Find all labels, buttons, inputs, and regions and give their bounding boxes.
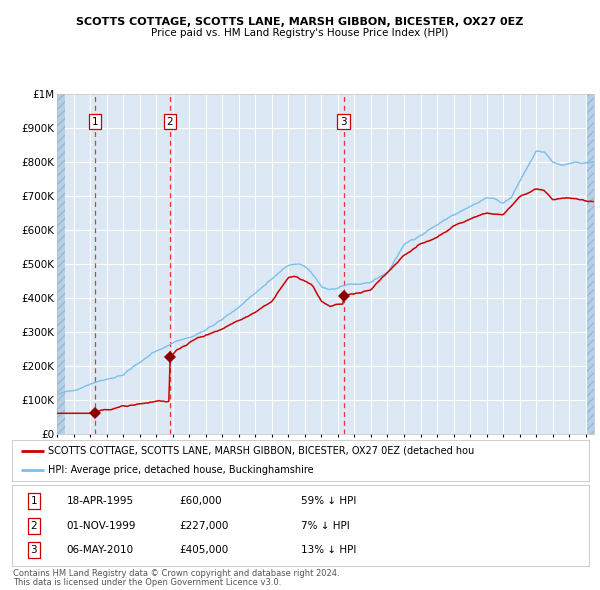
Text: 7% ↓ HPI: 7% ↓ HPI bbox=[301, 521, 349, 530]
Text: Contains HM Land Registry data © Crown copyright and database right 2024.: Contains HM Land Registry data © Crown c… bbox=[13, 569, 340, 578]
Text: Price paid vs. HM Land Registry's House Price Index (HPI): Price paid vs. HM Land Registry's House … bbox=[151, 28, 449, 38]
Text: 13% ↓ HPI: 13% ↓ HPI bbox=[301, 545, 356, 555]
Text: SCOTTS COTTAGE, SCOTTS LANE, MARSH GIBBON, BICESTER, OX27 0EZ (detached hou: SCOTTS COTTAGE, SCOTTS LANE, MARSH GIBBO… bbox=[48, 445, 474, 455]
Text: HPI: Average price, detached house, Buckinghamshire: HPI: Average price, detached house, Buck… bbox=[48, 465, 313, 475]
Text: £405,000: £405,000 bbox=[179, 545, 229, 555]
Text: 06-MAY-2010: 06-MAY-2010 bbox=[67, 545, 134, 555]
Text: 1: 1 bbox=[31, 496, 37, 506]
Text: This data is licensed under the Open Government Licence v3.0.: This data is licensed under the Open Gov… bbox=[13, 578, 281, 587]
Text: £227,000: £227,000 bbox=[179, 521, 229, 530]
Text: 2: 2 bbox=[31, 521, 37, 530]
Text: 3: 3 bbox=[31, 545, 37, 555]
Text: 2: 2 bbox=[167, 117, 173, 126]
Bar bbox=[587, 94, 594, 434]
Text: SCOTTS COTTAGE, SCOTTS LANE, MARSH GIBBON, BICESTER, OX27 0EZ: SCOTTS COTTAGE, SCOTTS LANE, MARSH GIBBO… bbox=[76, 17, 524, 27]
Text: 18-APR-1995: 18-APR-1995 bbox=[67, 496, 134, 506]
Text: 59% ↓ HPI: 59% ↓ HPI bbox=[301, 496, 356, 506]
Text: 01-NOV-1999: 01-NOV-1999 bbox=[67, 521, 136, 530]
Bar bbox=[57, 94, 65, 434]
Text: £60,000: £60,000 bbox=[179, 496, 222, 506]
Text: 3: 3 bbox=[340, 117, 347, 126]
Text: 1: 1 bbox=[92, 117, 98, 126]
